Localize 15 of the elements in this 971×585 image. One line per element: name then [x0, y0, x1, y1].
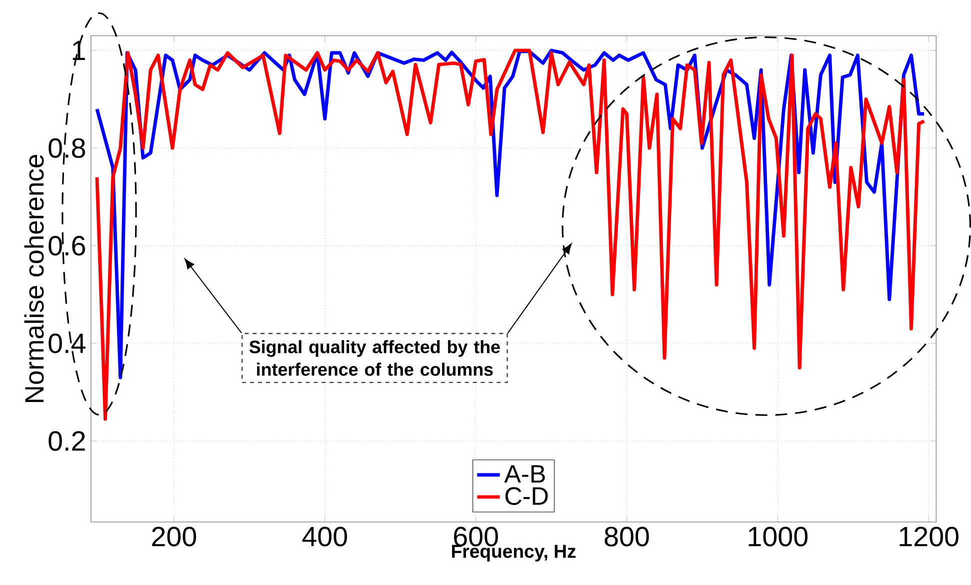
legend-label: A-B [504, 465, 545, 483]
y-tick-label: 0.2 [48, 431, 85, 451]
y-tick-label: 0.6 [48, 236, 86, 256]
x-tick-label: 200 [152, 526, 196, 547]
x-tick-label: 1200 [900, 526, 958, 547]
annotation: Signal quality affected by the interference of the columns [249, 340, 500, 376]
x-axis-title: Frequency, Hz [452, 545, 576, 562]
x-tick-label: 1000 [748, 526, 808, 547]
y-axis-title: Normalise coherence [24, 155, 44, 402]
x-tick-label: 600 [454, 526, 498, 547]
legend-label: C-D [505, 487, 548, 506]
y-tick-label: 0.4 [48, 334, 86, 354]
x-tick-label: 800 [604, 526, 649, 547]
y-tick-label: 0.8 [48, 138, 86, 158]
x-tick-label: 400 [302, 526, 348, 547]
